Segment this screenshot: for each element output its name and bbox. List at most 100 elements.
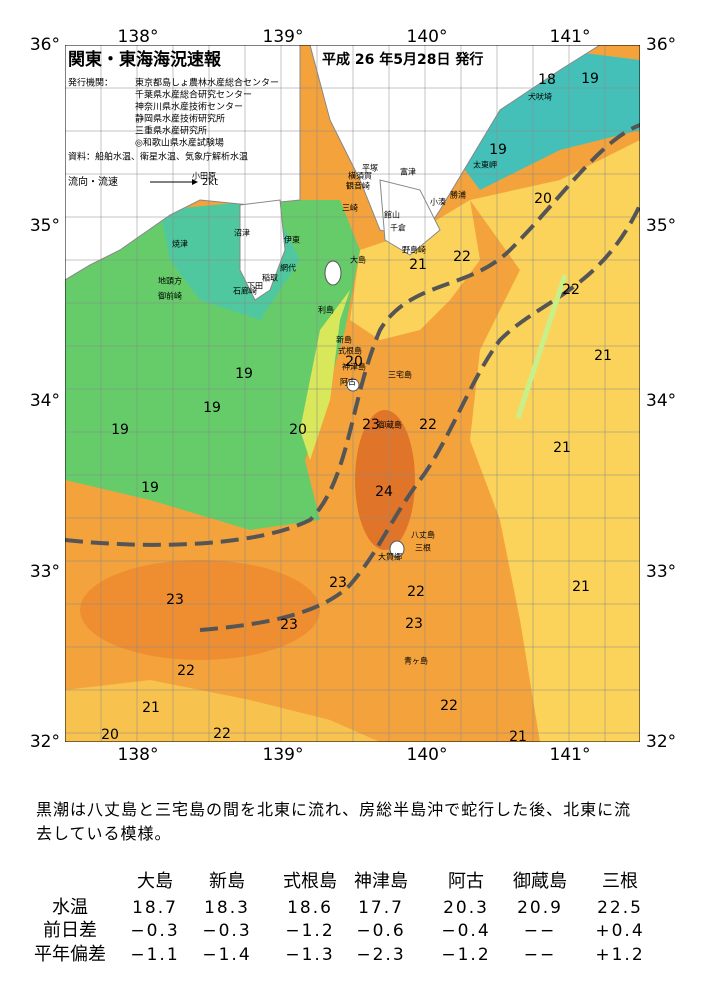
isotherm-label: 21	[142, 700, 160, 716]
arrow-head	[192, 179, 198, 185]
row-label: 水温	[52, 897, 88, 918]
isotherm-label: 23	[329, 575, 347, 591]
sea-map: 関東・東海海況速報 平成 26 年5月28日 発行 発行機関： 東京都島しょ農林…	[30, 27, 676, 765]
sea-yellow	[65, 680, 380, 742]
row-label: 前日差	[43, 920, 97, 941]
place-name: 勝浦	[450, 190, 466, 200]
lat-label: 35°	[646, 216, 676, 236]
current-scale: 2kt	[202, 177, 218, 188]
place-name: 式根島	[338, 346, 362, 356]
place-name: 三宅島	[388, 370, 412, 380]
place-name: 犬吠埼	[528, 92, 552, 102]
column-header: 阿古	[448, 871, 484, 892]
place-name: 大島	[350, 255, 366, 265]
agency: 東京都島しょ農林水産総合センター	[135, 77, 279, 89]
isotherm-label: 23	[362, 417, 380, 433]
title: 関東・東海海況速報	[68, 49, 222, 70]
place-name: 利島	[318, 305, 334, 315]
warm-area	[80, 560, 320, 660]
isotherm-label: 23	[166, 592, 184, 608]
isotherm-label: 22	[440, 698, 458, 714]
column-header: 新島	[209, 871, 245, 892]
place-name: 阿古	[340, 377, 356, 387]
place-name: 稲取	[262, 273, 278, 283]
cell: 20.3	[443, 898, 489, 918]
summary: 黒潮は八丈島と三宅島の間を北東に流れ、房総半島沖で蛇行した後、北東に流去している…	[36, 800, 632, 843]
isotherm-label: 21	[509, 729, 527, 745]
lon-label: 138°	[118, 27, 159, 47]
isotherm-label: 19	[141, 480, 159, 496]
lat-label: 32°	[646, 732, 676, 752]
cell: −0.6	[356, 921, 405, 941]
isotherm-label: 19	[203, 400, 221, 416]
sea-front	[300, 260, 360, 460]
place-name: 青ヶ島	[404, 656, 428, 666]
cell: −0.3	[202, 921, 251, 941]
column-header: 御蔵島	[513, 871, 567, 892]
place-name: 神津島	[342, 362, 366, 372]
isotherm-label: 22	[562, 282, 580, 298]
place-name: 三根	[415, 543, 431, 553]
cell: −−	[524, 945, 557, 965]
place-name: 網代	[280, 263, 296, 273]
place-name: 御蔵島	[378, 420, 402, 430]
cell: +0.4	[595, 921, 644, 941]
place-name: 伊東	[284, 235, 300, 245]
column-header: 神津島	[354, 871, 408, 892]
ship-track	[515, 274, 568, 419]
place-name: 館山	[384, 210, 400, 220]
sea-yellow	[470, 140, 640, 742]
isotherm-label: 24	[375, 484, 393, 500]
column-header: 式根島	[283, 871, 337, 892]
kuroshio-path	[65, 123, 640, 547]
izu-peninsula	[239, 199, 286, 301]
place-name: 小湊	[430, 197, 446, 207]
cell: −2.3	[356, 945, 405, 965]
isotherm-label: 19	[489, 142, 507, 158]
lat-label: 34°	[30, 391, 60, 411]
place-name: 小田原	[192, 172, 216, 181]
column-header: 三根	[602, 871, 638, 892]
island	[389, 540, 405, 558]
lon-label: 139°	[263, 27, 304, 47]
island	[346, 378, 360, 392]
lon-label: 138°	[118, 745, 159, 765]
sea-yellow	[350, 200, 480, 340]
isotherm-label: 20	[534, 191, 552, 207]
agency: ◎和歌山県水産試験場	[135, 137, 224, 149]
cell: −1.1	[130, 945, 179, 965]
column-header: 大島	[137, 871, 173, 892]
sources: 資料：船舶水温、衛星水温、気象庁解析水温	[68, 151, 248, 163]
place-name: 観音崎	[346, 181, 370, 191]
place-name: 焼津	[172, 239, 188, 249]
sea-green	[65, 200, 360, 530]
isotherm-label: 20	[101, 727, 119, 743]
isotherm-label: 18	[538, 72, 556, 88]
isotherm-label: 22	[407, 584, 425, 600]
isotherm-label: 22	[177, 663, 195, 679]
lat-label: 36°	[646, 35, 676, 55]
cell: −1.2	[285, 921, 334, 941]
cell: −1.4	[202, 945, 251, 965]
lat-label: 33°	[30, 562, 60, 582]
isotherm-label: 22	[453, 249, 471, 265]
agency: 千葉県水産総合研究センター	[135, 89, 252, 101]
isotherm-label: 23	[405, 616, 423, 632]
place-name: 三崎	[342, 203, 358, 213]
kuroshio-path	[199, 204, 640, 632]
isotherm-label: 19	[581, 71, 599, 87]
agency: 三重県水産研究所	[135, 125, 207, 137]
lon-label: 141°	[550, 745, 591, 765]
cell: 18.6	[287, 898, 333, 918]
agency: 静岡県水産技術研究所	[135, 113, 225, 125]
place-name: 千倉	[390, 223, 406, 233]
isotherm-label: 23	[280, 617, 298, 633]
place-name: 石廊崎	[233, 286, 257, 296]
place-name: 下田	[247, 282, 263, 291]
place-name: 太東岬	[473, 160, 497, 170]
header-box: 関東・東海海況速報 平成 26 年5月28日 発行 発行機関： 東京都島しょ農林…	[68, 49, 483, 188]
lon-label: 139°	[263, 745, 304, 765]
isotherm-label: 19	[235, 366, 253, 382]
current-label: 流向・流速	[68, 175, 118, 188]
